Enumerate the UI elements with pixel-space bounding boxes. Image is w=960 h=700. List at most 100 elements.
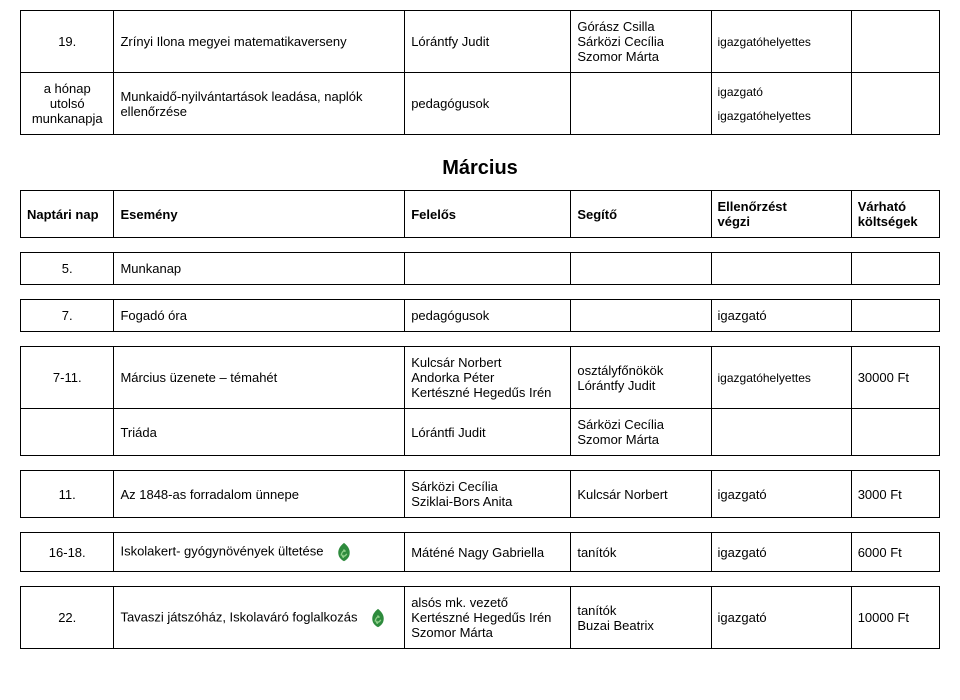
top-table: 19. Zrínyi Ilona megyei matematikaversen… [20,10,940,135]
line: Lórántfy Judit [577,378,704,393]
line: alsós mk. vezető [411,595,564,610]
cost-cell [851,11,939,73]
check-cell [711,409,851,456]
event-cell: Munkanap [114,253,405,285]
responsible-cell: Sárközi Cecília Sziklai-Bors Anita [405,471,571,518]
check-cell: igazgató [711,533,851,572]
line: Andorka Péter [411,370,564,385]
responsible-cell: alsós mk. vezető Kertészné Hegedűs Irén … [405,587,571,649]
helper-cell [571,300,711,332]
line: a hónap [27,81,107,96]
line: utolsó [27,96,107,111]
table-row: 19. Zrínyi Ilona megyei matematikaversen… [21,11,940,73]
line: igazgatóhelyettes [718,109,845,123]
table-row: 22. Tavaszi játszóház, Iskolaváró foglal… [21,587,940,649]
line: Szomor Márta [411,625,564,640]
day-cell: 7. [21,300,114,332]
line: igazgató [718,85,845,99]
event-cell: Fogadó óra [114,300,405,332]
row-group: 11. Az 1848-as forradalom ünnepe Sárközi… [20,470,940,518]
col-helper: Segítő [571,191,711,238]
check-cell: igazgató [711,587,851,649]
table-row: 7. Fogadó óra pedagógusok igazgató [21,300,940,332]
recycle-leaf-icon [367,607,389,629]
col-responsible: Felelős [405,191,571,238]
day-cell: 11. [21,471,114,518]
cost-cell: 10000 Ft [851,587,939,649]
cost-cell [851,253,939,285]
table-row: 7-11. Március üzenete – témahét Kulcsár … [21,347,940,409]
cost-cell [851,409,939,456]
check-cell: igazgató igazgatóhelyettes [711,73,851,135]
event-cell: Iskolakert- gyógynövények ültetése [114,533,405,572]
line: Sárközi Cecília [411,479,564,494]
cost-cell [851,73,939,135]
row-group: 7-11. Március üzenete – témahét Kulcsár … [20,346,940,456]
row-group: 16-18. Iskolakert- gyógynövények ültetés… [20,532,940,572]
line: Buzai Beatrix [577,618,704,633]
row-group: 5. Munkanap [20,252,940,285]
event-cell: Március üzenete – témahét [114,347,405,409]
responsible-cell: Lórántfi Judit [405,409,571,456]
helper-cell: osztályfőnökök Lórántfy Judit [571,347,711,409]
line: végzi [718,214,845,229]
helper-cell: Sárközi Cecília Szomor Márta [571,409,711,456]
recycle-leaf-icon [333,541,355,563]
day-cell: 5. [21,253,114,285]
day-cell: 19. [21,11,114,73]
check-cell: igazgató [711,471,851,518]
line: Várható [858,199,933,214]
line: Szomor Márta [577,432,704,447]
line: tanítók [577,603,704,618]
header-table: Naptári nap Esemény Felelős Segítő Ellen… [20,190,940,238]
check-cell: igazgatóhelyettes [711,11,851,73]
day-cell: 7-11. [21,347,114,409]
col-check: Ellenőrzést végzi [711,191,851,238]
responsible-cell: pedagógusok [405,300,571,332]
helper-cell [571,253,711,285]
responsible-cell [405,253,571,285]
line: munkanapja [27,111,107,126]
line: Ellenőrzést [718,199,845,214]
cost-cell: 6000 Ft [851,533,939,572]
helper-cell: Kulcsár Norbert [571,471,711,518]
helper-cell: Górász Csilla Sárközi Cecília Szomor Már… [571,11,711,73]
table-header: Naptári nap Esemény Felelős Segítő Ellen… [21,191,940,238]
event-text: Tavaszi játszóház, Iskolaváró foglalkozá… [120,609,357,624]
cost-cell: 30000 Ft [851,347,939,409]
line: Sárközi Cecília [577,34,704,49]
table-row: Triáda Lórántfi Judit Sárközi Cecília Sz… [21,409,940,456]
day-cell: 16-18. [21,533,114,572]
line: költségek [858,214,933,229]
check-cell: igazgatóhelyettes [711,347,851,409]
responsible-cell: Máténé Nagy Gabriella [405,533,571,572]
cost-cell: 3000 Ft [851,471,939,518]
table-row: 11. Az 1848-as forradalom ünnepe Sárközi… [21,471,940,518]
line: Górász Csilla [577,19,704,34]
line: Kulcsár Norbert [411,355,564,370]
event-text: Iskolakert- gyógynövények ültetése [120,543,323,558]
month-title: Március [20,157,940,180]
event-cell: Triáda [114,409,405,456]
line: osztályfőnökök [577,363,704,378]
line: Sziklai-Bors Anita [411,494,564,509]
table-row: 16-18. Iskolakert- gyógynövények ültetés… [21,533,940,572]
table-row: 5. Munkanap [21,253,940,285]
responsible-cell: Kulcsár Norbert Andorka Péter Kertészné … [405,347,571,409]
responsible-cell: pedagógusok [405,73,571,135]
helper-cell: tanítók Buzai Beatrix [571,587,711,649]
event-cell: Zrínyi Ilona megyei matematikaverseny [114,11,405,73]
event-cell: Az 1848-as forradalom ünnepe [114,471,405,518]
event-cell: Munkaidő-nyilvántartások leadása, naplók… [114,73,405,135]
day-cell: 22. [21,587,114,649]
col-day: Naptári nap [21,191,114,238]
row-group: 22. Tavaszi játszóház, Iskolaváró foglal… [20,586,940,649]
row-group: 7. Fogadó óra pedagógusok igazgató [20,299,940,332]
line: Szomor Márta [577,49,704,64]
line: Kertészné Hegedűs Irén [411,610,564,625]
helper-cell [571,73,711,135]
line: Kertészné Hegedűs Irén [411,385,564,400]
table-row: a hónap utolsó munkanapja Munkaidő-nyilv… [21,73,940,135]
event-cell: Tavaszi játszóház, Iskolaváró foglalkozá… [114,587,405,649]
check-cell: igazgató [711,300,851,332]
